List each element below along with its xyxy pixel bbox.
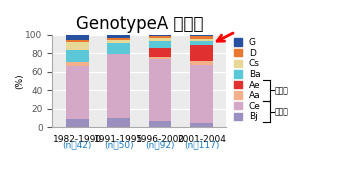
Title: GenotypeA の増加: GenotypeA の増加 xyxy=(75,15,203,33)
Bar xyxy=(66,42,89,50)
Text: (n＝42): (n＝42) xyxy=(63,140,92,149)
Text: (n＝92): (n＝92) xyxy=(145,140,175,149)
Text: 1982-1990: 1982-1990 xyxy=(53,135,102,144)
Bar xyxy=(66,66,89,119)
Bar xyxy=(66,34,89,40)
Bar xyxy=(190,65,213,123)
Bar xyxy=(107,40,130,43)
Bar xyxy=(190,62,213,65)
Bar xyxy=(190,36,213,39)
Bar xyxy=(66,40,89,42)
Y-axis label: (%): (%) xyxy=(15,73,24,89)
Bar xyxy=(190,41,213,45)
Bar xyxy=(149,121,172,127)
Bar xyxy=(149,36,172,38)
Text: 2001-2004: 2001-2004 xyxy=(177,135,226,144)
Bar xyxy=(149,57,172,59)
Bar xyxy=(107,38,130,40)
Text: 日本型: 日本型 xyxy=(274,107,288,116)
Text: 1996-2000: 1996-2000 xyxy=(136,135,185,144)
Text: 1991-1995: 1991-1995 xyxy=(94,135,143,144)
Bar xyxy=(107,34,130,38)
Bar xyxy=(190,123,213,127)
Bar xyxy=(66,62,89,66)
Bar xyxy=(107,118,130,127)
Legend: G, D, Cs, Ba, Ae, Aa, Ce, Bj: G, D, Cs, Ba, Ae, Aa, Ce, Bj xyxy=(232,37,262,122)
Bar xyxy=(149,48,172,57)
Bar xyxy=(66,50,89,62)
Bar xyxy=(149,59,172,121)
Bar xyxy=(190,45,213,62)
Text: (n＝50): (n＝50) xyxy=(104,140,134,149)
Bar xyxy=(149,34,172,36)
Bar xyxy=(107,54,130,118)
Bar xyxy=(190,34,213,36)
Bar xyxy=(149,41,172,48)
Bar xyxy=(190,39,213,41)
Bar xyxy=(149,38,172,41)
Text: (n＝117): (n＝117) xyxy=(184,140,219,149)
Bar xyxy=(107,43,130,54)
Text: 外国型: 外国型 xyxy=(274,86,288,95)
Bar xyxy=(66,119,89,127)
